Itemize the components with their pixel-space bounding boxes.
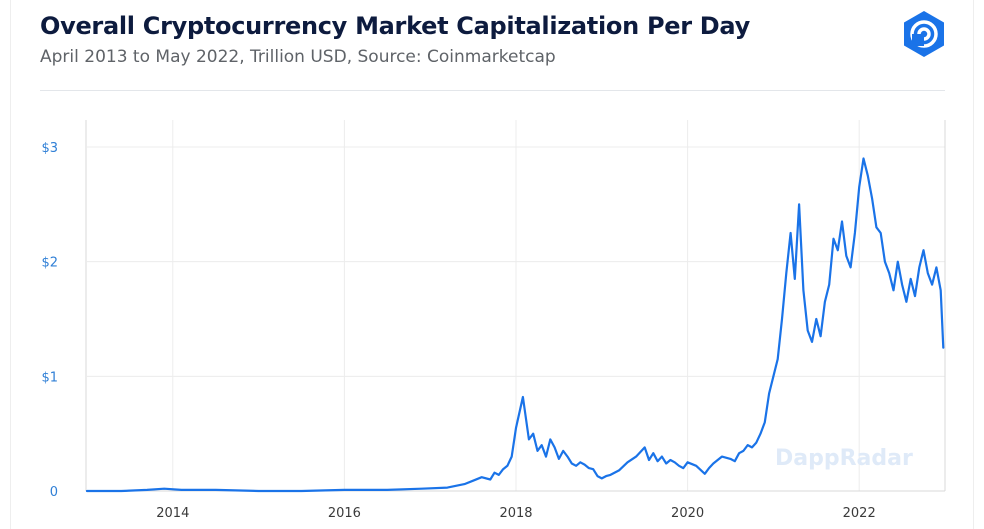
market-cap-line	[85, 157, 945, 493]
y-tick-label: $1	[41, 370, 58, 385]
y-tick-label: 0	[50, 485, 58, 500]
dappradar-logo-icon[interactable]	[898, 8, 950, 60]
watermark-text: DappRadar	[775, 446, 913, 471]
chart-card	[10, 0, 974, 529]
y-axis-ticks: 0 $1 $2 $3	[41, 141, 58, 500]
x-tick-label: 2020	[671, 506, 704, 521]
x-tick-label: 2022	[843, 506, 876, 521]
chart-title: Overall Cryptocurrency Market Capitaliza…	[40, 12, 750, 40]
y-tick-label: $2	[41, 256, 58, 271]
chart-subtitle: April 2013 to May 2022, Trillion USD, So…	[40, 47, 556, 67]
y-tick-label: $3	[41, 141, 58, 156]
x-tick-label: 2014	[156, 506, 189, 521]
x-tick-label: 2018	[499, 506, 532, 521]
header-divider	[40, 90, 945, 91]
x-tick-label: 2016	[328, 506, 361, 521]
series-group	[85, 157, 945, 493]
x-axis-ticks: 2014 2016 2018 2020 2022	[156, 506, 875, 521]
